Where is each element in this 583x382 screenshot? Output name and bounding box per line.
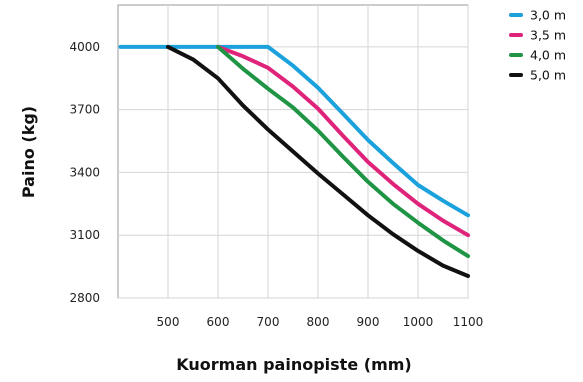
series-line-30 <box>118 44 470 218</box>
x-tick-label: 800 <box>307 315 330 329</box>
x-axis-title: Kuorman painopiste (mm) <box>176 355 411 374</box>
y-axis-ticks: 2800 3100 3400 3700 4000 <box>69 40 100 305</box>
x-tick-label: 500 <box>157 315 180 329</box>
x-tick-label: 700 <box>257 315 280 329</box>
series-line-50 <box>166 44 470 278</box>
y-tick-label: 3100 <box>69 228 100 242</box>
x-tick-label: 1000 <box>403 315 434 329</box>
y-axis-title: Paino (kg) <box>19 106 38 198</box>
legend-label: 3,0 m <box>530 8 566 23</box>
legend: 3,0 m 3,5 m 4,0 m 5,0 m <box>509 8 566 83</box>
legend-label: 5,0 m <box>530 68 566 83</box>
x-tick-label: 1100 <box>453 315 484 329</box>
series-line-35 <box>216 44 470 238</box>
legend-label: 4,0 m <box>530 48 566 63</box>
series-line-40 <box>216 44 470 259</box>
y-tick-label: 4000 <box>69 40 100 54</box>
y-tick-label: 2800 <box>69 291 100 305</box>
series-lines <box>118 44 470 278</box>
x-axis-ticks: 500 600 700 800 900 1000 1100 <box>157 315 484 329</box>
grid-lines <box>118 5 469 299</box>
legend-label: 3,5 m <box>530 28 566 43</box>
y-tick-label: 3700 <box>69 103 100 117</box>
y-tick-label: 3400 <box>69 165 100 179</box>
x-tick-label: 600 <box>207 315 230 329</box>
x-tick-label: 900 <box>357 315 380 329</box>
